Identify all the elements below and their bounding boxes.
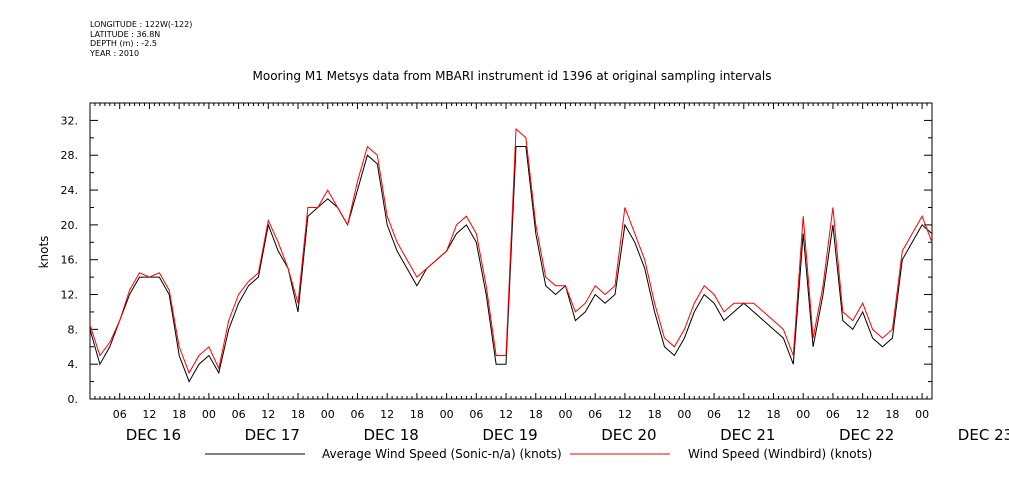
x-tick-label: 06	[350, 408, 364, 421]
day-label: DEC 19	[482, 426, 537, 444]
x-tick-label: 00	[677, 408, 691, 421]
latitude-text: LATITUDE : 36.8N	[90, 29, 161, 39]
y-tick-labels: 0. 4. 8. 12. 16. 20. 24. 28. 32.	[61, 114, 79, 406]
x-tick-label: 00	[796, 408, 810, 421]
series-line-2	[89, 128, 933, 375]
x-tick-label: 06	[707, 408, 721, 421]
x-tick-label: 06	[113, 408, 127, 421]
x-tick-label: 00	[558, 408, 572, 421]
x-tick-label: 12	[142, 408, 156, 421]
legend-label-series-1: Average Wind Speed (Sonic-n/a) (knots)	[322, 447, 562, 461]
x-tick-label: 06	[469, 408, 483, 421]
legend: Average Wind Speed (Sonic-n/a) (knots) W…	[205, 447, 872, 461]
x-tick-label: 18	[648, 408, 662, 421]
x-tick-label: 12	[618, 408, 632, 421]
day-label: DEC 21	[720, 426, 775, 444]
day-label: DEC 20	[601, 426, 656, 444]
y-tick-label: 4.	[68, 358, 79, 371]
y-tick-label: 8.	[68, 323, 79, 336]
depth-text: DEPTH (m) : -2.5	[90, 39, 157, 48]
x-tick-label: 12	[856, 408, 870, 421]
x-tick-label: 00	[915, 408, 929, 421]
x-tick-label: 12	[261, 408, 275, 421]
day-label: DEC 18	[363, 426, 418, 444]
data-lines	[89, 128, 933, 383]
year-text: YEAR : 2010	[90, 48, 140, 58]
day-label: DEC 23	[958, 426, 1009, 444]
x-tick-label: 18	[291, 408, 305, 421]
y-tick-label: 0.	[68, 393, 79, 406]
y-tick-label: 20.	[61, 219, 79, 232]
x-tick-label: 06	[826, 408, 840, 421]
metadata-block: LONGITUDE : 122W(-122) LATITUDE : 36.8N …	[90, 20, 192, 58]
x-tick-label: 18	[767, 408, 781, 421]
x-tick-label: 06	[588, 408, 602, 421]
y-tick-label: 16.	[61, 254, 79, 267]
x-tick-label: 18	[410, 408, 424, 421]
x-tick-labels: 06 12 18 00 06 12 18 00 06 12 18 00 06 12 18 00 06 12 18 00…	[113, 408, 929, 421]
x-tick-label: 18	[172, 408, 186, 421]
y-axis-label: knots	[37, 236, 51, 269]
series-line-1	[89, 146, 933, 383]
x-tick-label: 00	[202, 408, 216, 421]
y-tick-label: 32.	[61, 114, 79, 127]
axis-ticks	[89, 102, 933, 400]
day-label: DEC 22	[839, 426, 894, 444]
x-tick-label: 12	[499, 408, 513, 421]
x-tick-label: 18	[529, 408, 543, 421]
legend-label-series-2: Wind Speed (Windbird) (knots)	[688, 447, 872, 461]
y-tick-label: 12.	[61, 289, 79, 302]
x-tick-label: 00	[440, 408, 454, 421]
day-label: DEC 17	[245, 426, 300, 444]
chart-title: Mooring M1 Metsys data from MBARI instru…	[253, 69, 772, 83]
x-tick-label: 00	[321, 408, 335, 421]
day-labels: DEC 16 DEC 17 DEC 18 DEC 19 DEC 20 DEC 21 DEC …	[126, 426, 1009, 444]
longitude-text: LONGITUDE : 122W(-122)	[90, 20, 193, 29]
day-label: DEC 16	[126, 426, 181, 444]
y-tick-label: 28.	[61, 149, 79, 162]
x-tick-label: 18	[885, 408, 899, 421]
y-tick-label: 24.	[61, 184, 79, 197]
x-tick-label: 12	[380, 408, 394, 421]
x-tick-label: 12	[737, 408, 751, 421]
x-tick-label: 06	[232, 408, 246, 421]
